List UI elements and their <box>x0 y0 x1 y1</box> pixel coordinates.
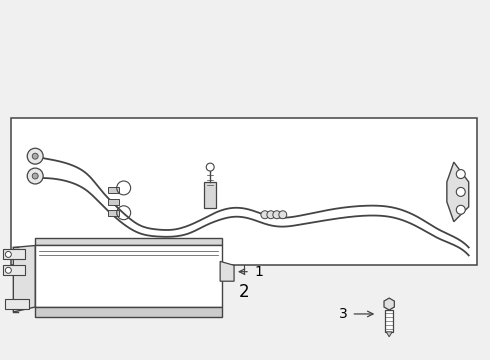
Text: 2: 2 <box>239 283 249 301</box>
Text: 1: 1 <box>254 265 263 279</box>
Circle shape <box>267 211 275 219</box>
Circle shape <box>456 170 465 179</box>
Circle shape <box>273 211 281 219</box>
Polygon shape <box>35 307 222 317</box>
Circle shape <box>456 188 465 196</box>
Circle shape <box>456 205 465 214</box>
Polygon shape <box>220 261 234 281</box>
Polygon shape <box>384 298 394 310</box>
Polygon shape <box>108 199 119 205</box>
Circle shape <box>32 153 38 159</box>
Polygon shape <box>13 246 35 312</box>
Polygon shape <box>108 210 119 216</box>
Polygon shape <box>3 249 25 260</box>
Circle shape <box>5 251 11 257</box>
Circle shape <box>27 168 43 184</box>
Polygon shape <box>385 310 393 332</box>
Polygon shape <box>35 238 222 246</box>
Polygon shape <box>11 118 477 265</box>
Polygon shape <box>5 299 29 309</box>
Polygon shape <box>386 332 392 337</box>
Circle shape <box>261 211 269 219</box>
Circle shape <box>5 267 11 273</box>
Text: 3: 3 <box>339 307 347 321</box>
Circle shape <box>32 173 38 179</box>
Polygon shape <box>35 246 222 307</box>
Polygon shape <box>447 162 469 222</box>
Circle shape <box>206 163 214 171</box>
Polygon shape <box>108 187 119 193</box>
Polygon shape <box>204 182 216 208</box>
Polygon shape <box>3 265 25 275</box>
Circle shape <box>279 211 287 219</box>
Circle shape <box>27 148 43 164</box>
